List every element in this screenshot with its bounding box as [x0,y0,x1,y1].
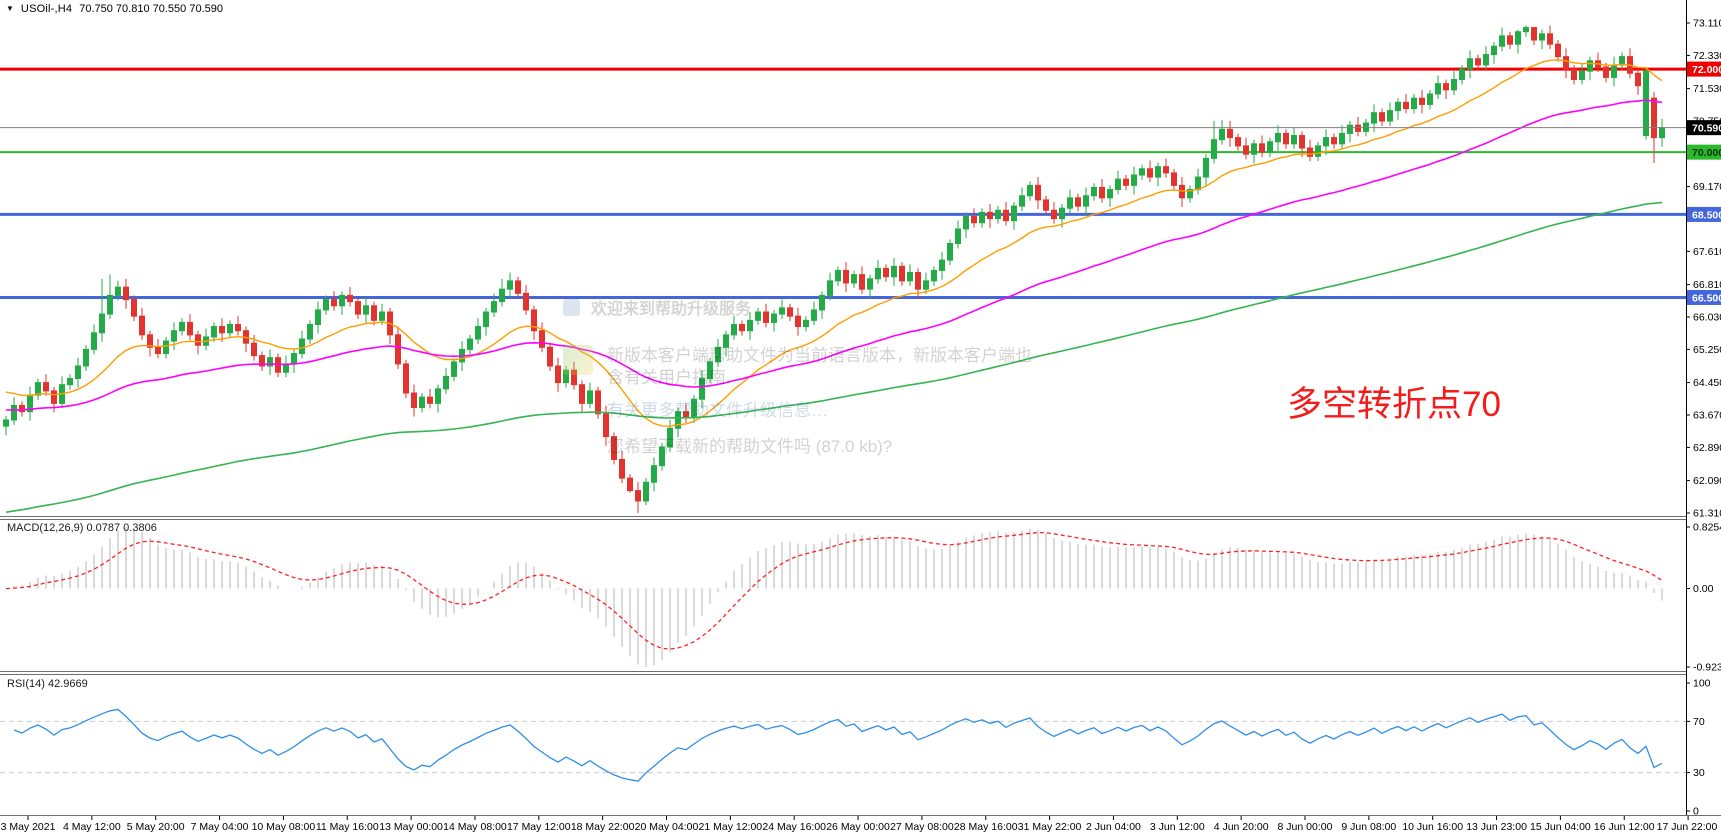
svg-text:13 May 00:00: 13 May 00:00 [379,821,443,833]
svg-text:16 Jun 12:00: 16 Jun 12:00 [1594,821,1655,833]
svg-text:21 May 12:00: 21 May 12:00 [699,821,763,833]
svg-text:13 Jun 23:00: 13 Jun 23:00 [1466,821,1527,833]
symbol-dropdown-icon[interactable]: ▼ [6,4,14,13]
svg-text:69.170: 69.170 [1693,181,1721,193]
rsi-panel[interactable] [0,708,1686,782]
svg-text:18 May 22:00: 18 May 22:00 [571,821,635,833]
svg-text:5 May 20:00: 5 May 20:00 [127,821,185,833]
svg-text:61.310: 61.310 [1693,507,1721,519]
svg-text:66.500: 66.500 [1692,292,1721,304]
trend-annotation-text: 多空转折点70 [1287,385,1501,424]
candles-layer[interactable] [3,25,1665,513]
panel-separators[interactable] [0,516,1721,816]
chart-title-bar: ▼ USOil-,H4 70.750 70.810 70.550 70.590 [6,3,223,15]
svg-text:9 Jun 08:00: 9 Jun 08:00 [1341,821,1396,833]
svg-text:63.670: 63.670 [1693,409,1721,421]
svg-text:70.590: 70.590 [1692,123,1721,135]
svg-text:3 Jun 12:00: 3 Jun 12:00 [1150,821,1205,833]
svg-text:72.330: 72.330 [1693,50,1721,62]
svg-text:7 May 04:00: 7 May 04:00 [191,821,249,833]
svg-text:28 May 16:00: 28 May 16:00 [954,821,1018,833]
time-axis[interactable] [27,816,1689,820]
ohlc-quote-label: 70.750 70.810 70.550 70.590 [79,3,223,15]
svg-text:66.810: 66.810 [1693,279,1721,291]
rsi-indicator-label: RSI(14) 42.9669 [7,678,88,690]
svg-text:17 Jun 22:00: 17 Jun 22:00 [1657,821,1718,833]
svg-text:15 Jun 04:00: 15 Jun 04:00 [1530,821,1591,833]
svg-text:14 May 08:00: 14 May 08:00 [443,821,507,833]
svg-text:3 May 2021: 3 May 2021 [1,821,56,833]
price-badge [1687,289,1721,305]
horizontal-levels [0,67,1686,299]
svg-text:24 May 16:00: 24 May 16:00 [762,821,826,833]
svg-text:10 May 08:00: 10 May 08:00 [252,821,316,833]
svg-text:68.500: 68.500 [1692,209,1721,221]
moving-average-lines [5,59,1663,513]
svg-text:4 Jun 20:00: 4 Jun 20:00 [1214,821,1269,833]
svg-text:20 May 04:00: 20 May 04:00 [635,821,699,833]
svg-text:72.000: 72.000 [1692,64,1721,76]
svg-text:10 Jun 16:00: 10 Jun 16:00 [1402,821,1463,833]
svg-text:8 Jun 00:00: 8 Jun 00:00 [1278,821,1333,833]
svg-text:73.110: 73.110 [1693,18,1721,30]
svg-text:62.890: 62.890 [1693,442,1721,454]
macd-panel[interactable] [5,527,1663,667]
svg-text:0.8254: 0.8254 [1693,522,1721,534]
svg-text:62.090: 62.090 [1693,475,1721,487]
price-badge [1687,144,1721,160]
price-badge [1687,61,1721,77]
svg-text:-0.9234: -0.9234 [1693,662,1721,674]
price-badge [1687,120,1721,136]
svg-text:31 May 22:00: 31 May 22:00 [1018,821,1082,833]
svg-text:70.000: 70.000 [1692,147,1721,159]
svg-text:67.610: 67.610 [1693,246,1721,258]
macd-indicator-label: MACD(12,26,9) 0.0787 0.3806 [7,522,157,534]
svg-text:66.030: 66.030 [1693,311,1721,323]
svg-text:27 May 08:00: 27 May 08:00 [890,821,954,833]
svg-text:100: 100 [1693,678,1711,690]
svg-text:26 May 00:00: 26 May 00:00 [826,821,890,833]
svg-text:0: 0 [1693,806,1699,818]
svg-text:0.00: 0.00 [1693,583,1714,595]
symbol-period-label: USOil-,H4 [20,3,73,15]
price-badge [1687,206,1721,222]
svg-text:65.250: 65.250 [1693,344,1721,356]
svg-text:70: 70 [1693,716,1705,728]
svg-text:64.450: 64.450 [1693,377,1721,389]
svg-text:17 May 12:00: 17 May 12:00 [507,821,571,833]
svg-text:30: 30 [1693,767,1705,779]
svg-text:2 Jun 04:00: 2 Jun 04:00 [1086,821,1141,833]
price-axis[interactable] [1686,0,1721,815]
svg-text:4 May 12:00: 4 May 12:00 [63,821,121,833]
svg-text:11 May 16:00: 11 May 16:00 [316,821,379,833]
svg-text:71.530: 71.530 [1693,83,1721,95]
